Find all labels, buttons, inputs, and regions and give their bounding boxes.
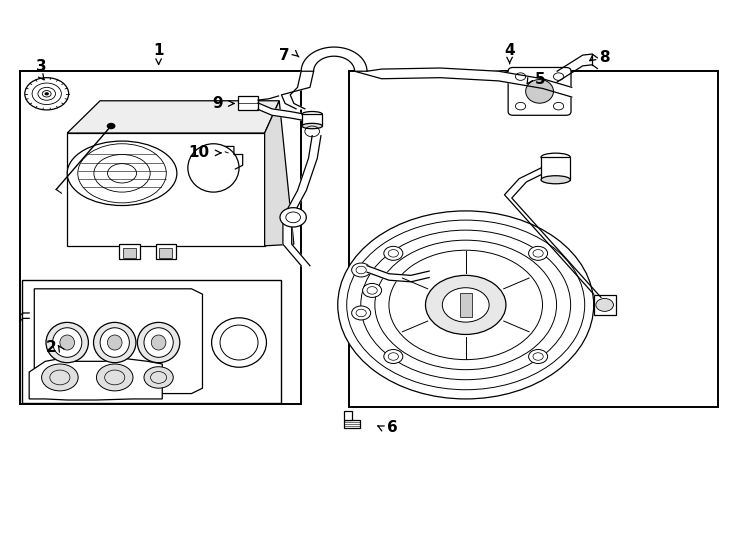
FancyBboxPatch shape — [508, 68, 571, 115]
Text: 2: 2 — [46, 340, 56, 355]
Polygon shape — [265, 101, 294, 246]
Polygon shape — [29, 359, 162, 400]
Text: 4: 4 — [504, 43, 515, 58]
Circle shape — [25, 78, 69, 110]
Circle shape — [42, 364, 78, 391]
Ellipse shape — [526, 79, 553, 103]
Ellipse shape — [144, 328, 173, 357]
Circle shape — [384, 349, 403, 363]
Circle shape — [352, 263, 371, 277]
Ellipse shape — [93, 322, 136, 363]
Circle shape — [338, 211, 594, 399]
Circle shape — [144, 367, 173, 388]
Polygon shape — [281, 71, 313, 109]
Ellipse shape — [541, 176, 570, 184]
Polygon shape — [68, 101, 279, 133]
Text: 1: 1 — [153, 43, 164, 58]
Polygon shape — [367, 266, 429, 282]
Bar — [344, 420, 360, 428]
Circle shape — [384, 246, 403, 260]
Text: 8: 8 — [600, 50, 610, 65]
Circle shape — [528, 349, 548, 363]
Circle shape — [96, 364, 133, 391]
Ellipse shape — [107, 335, 122, 350]
Circle shape — [443, 288, 489, 322]
Circle shape — [106, 123, 115, 129]
Text: 3: 3 — [36, 59, 47, 74]
Text: 7: 7 — [279, 48, 289, 63]
Polygon shape — [34, 289, 203, 394]
Bar — [541, 157, 570, 180]
Ellipse shape — [68, 141, 177, 206]
Ellipse shape — [46, 322, 88, 363]
Bar — [238, 96, 258, 110]
Bar — [22, 280, 281, 403]
Text: 10: 10 — [189, 145, 210, 160]
Ellipse shape — [541, 153, 570, 161]
Ellipse shape — [220, 325, 258, 360]
Ellipse shape — [60, 335, 75, 350]
Ellipse shape — [302, 123, 322, 129]
Bar — [349, 71, 718, 407]
Bar — [159, 248, 172, 258]
Polygon shape — [68, 133, 265, 246]
Ellipse shape — [53, 328, 81, 357]
Ellipse shape — [188, 144, 239, 192]
Circle shape — [352, 306, 371, 320]
Text: 5: 5 — [535, 72, 546, 87]
Ellipse shape — [302, 112, 322, 117]
Bar — [344, 411, 352, 420]
Circle shape — [426, 275, 506, 334]
Circle shape — [280, 208, 306, 227]
Text: 6: 6 — [387, 420, 398, 435]
Ellipse shape — [211, 318, 266, 367]
Ellipse shape — [137, 322, 180, 363]
Bar — [460, 293, 471, 317]
Circle shape — [363, 284, 382, 298]
Bar — [123, 248, 136, 258]
Ellipse shape — [100, 328, 129, 357]
Polygon shape — [301, 47, 367, 71]
Polygon shape — [258, 103, 305, 120]
Bar — [594, 295, 616, 315]
Bar — [156, 244, 176, 259]
Bar — [20, 71, 301, 404]
Polygon shape — [355, 68, 572, 97]
Circle shape — [596, 299, 614, 312]
Ellipse shape — [151, 335, 166, 350]
Bar — [302, 114, 322, 126]
Text: 9: 9 — [212, 96, 223, 111]
Polygon shape — [283, 136, 321, 266]
Circle shape — [528, 246, 548, 260]
Circle shape — [45, 92, 49, 96]
Bar — [119, 244, 139, 259]
